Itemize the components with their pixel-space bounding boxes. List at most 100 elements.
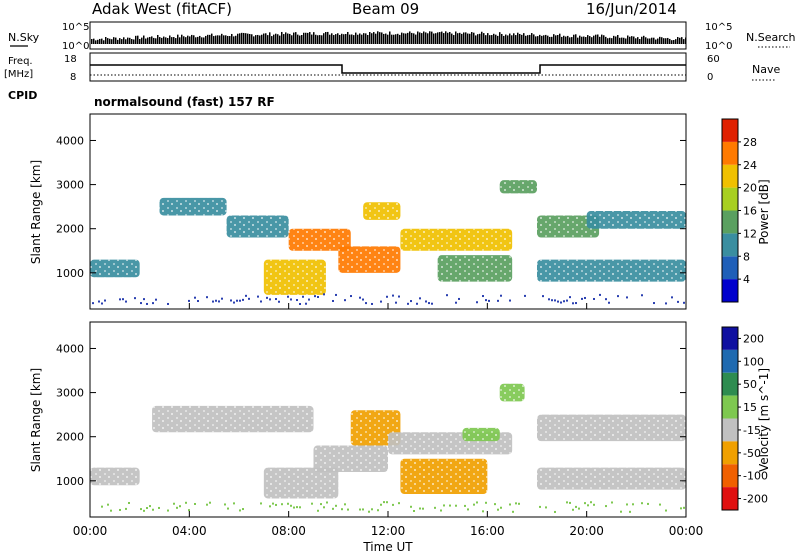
nsky-bar (117, 39, 119, 44)
nsky-bar (229, 36, 231, 44)
nsky-bar (167, 38, 169, 44)
nave-tick-low: 0 (707, 72, 713, 83)
velocity-heatmap (90, 383, 686, 513)
scatter-point (584, 502, 586, 505)
scatter-point (572, 508, 574, 511)
scatter-point (422, 507, 424, 510)
colorbar-swatch (722, 233, 738, 257)
nsky-bar (195, 37, 197, 44)
scatter-point (347, 508, 349, 511)
nsky-bar (409, 31, 411, 44)
scatter-point (371, 302, 373, 305)
scatter-point (629, 510, 631, 513)
nsky-bar (475, 35, 477, 44)
colorbar-tick-label: -15 (743, 424, 761, 437)
y-tick-label: 2000 (56, 223, 84, 236)
nsky-bar (573, 34, 575, 44)
nsky-bar (479, 33, 481, 44)
nsky-bar (391, 34, 393, 44)
nsky-bar (575, 34, 577, 44)
nsky-bar (177, 34, 179, 44)
scatter-point (176, 506, 178, 509)
scatter-point (110, 509, 112, 512)
nsky-bar (405, 33, 407, 44)
nsky-bar (685, 37, 687, 44)
scatter-point (257, 295, 259, 298)
nsky-bar (675, 39, 677, 44)
scatter-point (152, 302, 154, 305)
scatter-point (497, 299, 499, 302)
scatter-point (494, 503, 496, 506)
nsky-bar (407, 32, 409, 44)
nsky-bar (439, 32, 441, 44)
nsky-bar (125, 39, 127, 44)
nsky-bar (297, 34, 299, 44)
colorbar-swatch (722, 395, 738, 419)
nsky-bar (625, 38, 627, 44)
nsky-bar (347, 31, 349, 44)
nsky-bar (265, 33, 267, 44)
scatter-point (290, 504, 292, 507)
nsky-bar (369, 32, 371, 44)
nsky-bar (111, 39, 113, 44)
scatter-point (434, 506, 436, 509)
scatter-point (539, 505, 541, 508)
data-region-texture (226, 215, 289, 238)
nsky-bar (393, 34, 395, 44)
nsky-bar (547, 35, 549, 44)
nsky-bar (421, 33, 423, 44)
scatter-point (101, 302, 103, 305)
scatter-point (419, 297, 421, 300)
scatter-point (410, 505, 412, 508)
nsky-bar (531, 33, 533, 44)
scatter-point (488, 299, 490, 302)
nsky-bar (597, 34, 599, 44)
nsky-bar (305, 32, 307, 44)
colorbar-swatch (722, 487, 738, 510)
scatter-point (395, 301, 397, 304)
y-tick-label: 1000 (56, 475, 84, 488)
nsky-bar (647, 38, 649, 44)
nsky-bar (525, 35, 527, 44)
data-region-texture (263, 467, 339, 499)
nsky-bar (519, 33, 521, 44)
scatter-point (578, 507, 580, 510)
scatter-point (473, 503, 475, 506)
nsky-bar (285, 32, 287, 44)
nsky-bar (683, 39, 685, 44)
colorbar-swatch (722, 256, 738, 280)
scatter-point (272, 502, 274, 505)
nsky-bar (243, 32, 245, 44)
colorbar-tick-label: 50 (743, 378, 757, 391)
nsky-bar (673, 40, 675, 44)
nsky-bar (651, 37, 653, 44)
scatter-point (317, 509, 319, 512)
nsky-bar (337, 33, 339, 44)
scatter-point (569, 296, 571, 299)
nsky-bar (231, 33, 233, 44)
scatter-point (275, 298, 277, 301)
nsky-bar (429, 31, 431, 44)
scatter-point (575, 302, 577, 305)
nsky-bar (233, 36, 235, 44)
nsky-bar (291, 35, 293, 44)
nsky-bar (133, 39, 135, 44)
colorbar-frame (721, 326, 739, 511)
nsky-bar (591, 37, 593, 44)
scatter-point (590, 501, 592, 504)
nsky-bar (483, 33, 485, 44)
scatter-point (314, 295, 316, 298)
scatter-point (143, 509, 145, 512)
nsky-bar (107, 38, 109, 44)
nsky-bar (441, 31, 443, 44)
scatter-point (299, 302, 301, 305)
colorbar-tick-label: 12 (743, 227, 757, 240)
data-region-texture (263, 259, 326, 295)
nsky-bar (351, 34, 353, 44)
data-region-texture (437, 255, 513, 282)
nsky-bar (315, 34, 317, 44)
nsky-bar (309, 32, 311, 44)
nsky-bar (381, 32, 383, 44)
scatter-point (569, 501, 571, 504)
scatter-point (386, 295, 388, 298)
